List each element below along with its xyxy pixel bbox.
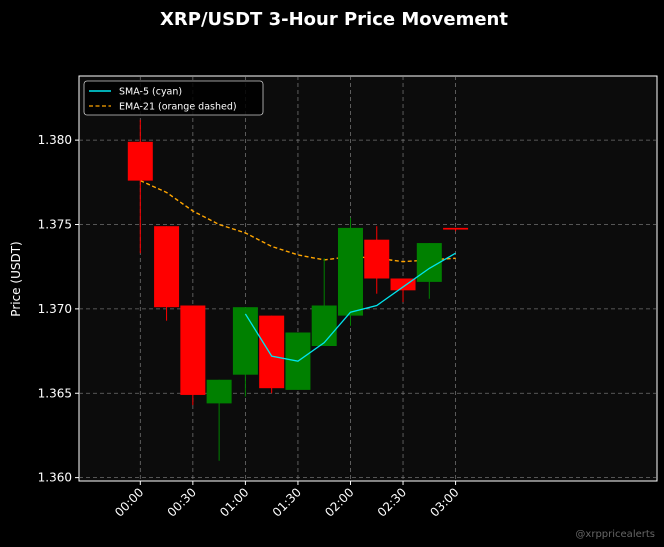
sma-line-layer — [244, 252, 456, 362]
y-axis-label: Price (USDT) — [9, 241, 23, 316]
candle-body — [337, 227, 363, 316]
candle-body — [154, 226, 180, 308]
y-tick-label: 1.380 — [38, 133, 72, 147]
candle-body — [311, 305, 337, 346]
legend: SMA-5 (cyan) EMA-21 (orange dashed) — [83, 80, 264, 116]
candle-body — [206, 379, 232, 404]
legend-ema-label: EMA-21 (orange dashed) — [119, 102, 237, 113]
candle-body — [232, 307, 258, 375]
candles — [127, 119, 469, 461]
grid — [79, 76, 657, 481]
y-tick-label: 1.375 — [38, 218, 72, 232]
ema-line-layer — [140, 179, 456, 263]
candle-body — [416, 243, 442, 282]
legend-box — [83, 80, 264, 116]
ema-line — [140, 179, 456, 263]
watermark: @xrppricealerts — [575, 529, 655, 540]
y-tick-label: 1.365 — [38, 386, 72, 400]
candle-body — [259, 315, 285, 389]
sma-line — [244, 252, 456, 362]
candle-body — [127, 141, 153, 181]
candle-body — [443, 227, 469, 230]
candle-body — [364, 239, 390, 279]
y-tick-label: 1.370 — [38, 302, 72, 316]
candle-body — [180, 305, 206, 395]
chart-title: XRP/USDT 3-Hour Price Movement — [160, 9, 508, 30]
y-tick-label: 1.360 — [38, 471, 72, 485]
legend-sma-label: SMA-5 (cyan) — [119, 87, 182, 98]
candle-body — [390, 278, 416, 291]
